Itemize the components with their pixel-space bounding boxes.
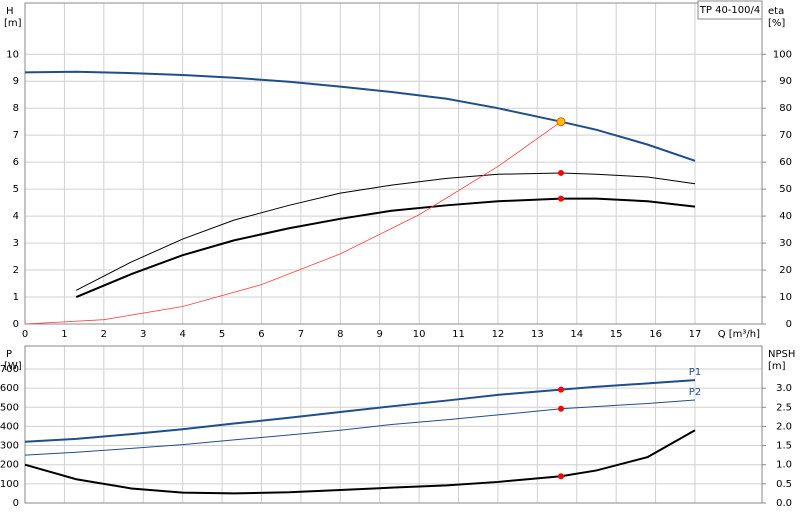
- y2-tick-label: 0.5: [776, 479, 792, 490]
- y-tick-label: 500: [0, 402, 19, 413]
- y2-tick-label: 70: [779, 130, 792, 141]
- y2-tick-label: 0: [786, 319, 792, 330]
- chart-title: TP 40-100/4: [699, 5, 760, 16]
- series-line: [24, 70, 696, 162]
- series-line: [75, 197, 696, 298]
- y-tick-label: 400: [0, 421, 19, 432]
- y2-tick-label: 50: [779, 184, 792, 195]
- y-tick-label: 9: [13, 76, 19, 87]
- y-tick-label: 700: [0, 364, 19, 375]
- y-tick-label: 2: [13, 265, 19, 276]
- x-tick-label: 13: [531, 329, 544, 340]
- y-tick-label: 4: [13, 211, 19, 222]
- y2-tick-label: 30: [779, 238, 792, 249]
- x-tick-label: 12: [492, 329, 505, 340]
- x-tick-label: 7: [298, 329, 304, 340]
- y-tick-label: 5: [13, 184, 19, 195]
- y2-tick-label: 2.5: [776, 402, 792, 413]
- series-label: P1: [689, 367, 701, 378]
- point-marker: [558, 386, 564, 393]
- y2-tick-label: 0.0: [776, 498, 792, 509]
- y-tick-label: 200: [0, 460, 19, 471]
- x-tick-label: 17: [689, 329, 702, 340]
- x-tick-label: 5: [219, 329, 225, 340]
- point-marker: [558, 169, 564, 176]
- title-box: [697, 0, 763, 20]
- y2-tick-label: 60: [779, 157, 792, 168]
- plot-frame: [24, 2, 763, 325]
- x-tick-label: 1: [61, 329, 67, 340]
- plot-frame: [24, 345, 763, 504]
- x-tick-label: 11: [452, 329, 465, 340]
- series-line: [24, 121, 562, 325]
- y2-axis-unit: [%]: [768, 18, 785, 29]
- x-axis-label: Q [m³/h]: [718, 329, 760, 340]
- x-tick-label: 0: [22, 329, 28, 340]
- y2-tick-label: 10: [779, 292, 792, 303]
- x-tick-label: 16: [649, 329, 662, 340]
- point-marker: [556, 117, 566, 127]
- y2-tick-label: 2.0: [776, 421, 792, 432]
- y-tick-label: 6: [13, 157, 19, 168]
- y-axis-label: H: [6, 6, 14, 17]
- y-axis-label: P: [6, 349, 12, 360]
- x-tick-label: 9: [377, 329, 383, 340]
- x-tick-label: 15: [610, 329, 623, 340]
- y2-tick-label: 100: [773, 49, 792, 60]
- series-line: [24, 429, 696, 495]
- y-tick-label: 10: [6, 49, 19, 60]
- y2-tick-label: 1.0: [776, 460, 792, 471]
- y2-tick-label: 3.0: [776, 383, 792, 394]
- y-tick-label: 8: [13, 103, 19, 114]
- y2-tick-label: 20: [779, 265, 792, 276]
- y-tick-label: 3: [13, 238, 19, 249]
- y-tick-label: 300: [0, 441, 19, 452]
- x-tick-label: 4: [179, 329, 185, 340]
- y2-tick-label: 90: [779, 76, 792, 87]
- y2-tick-label: 1.5: [776, 441, 792, 452]
- x-tick-label: 3: [140, 329, 146, 340]
- series-line: [24, 399, 696, 456]
- y-tick-label: 1: [13, 292, 19, 303]
- x-tick-label: 10: [413, 329, 426, 340]
- y-tick-label: 600: [0, 383, 19, 394]
- x-tick-label: 14: [570, 329, 583, 340]
- x-tick-label: 2: [101, 329, 107, 340]
- point-marker: [558, 405, 564, 412]
- y2-axis-label: eta: [768, 6, 784, 17]
- y-tick-label: 7: [13, 130, 19, 141]
- y2-axis-unit: [m]: [768, 361, 786, 372]
- series-line: [76, 172, 696, 291]
- x-tick-label: 6: [258, 329, 264, 340]
- series-label: P2: [689, 387, 701, 398]
- point-marker: [558, 195, 564, 202]
- y-tick-label: 0: [13, 319, 19, 330]
- series-line: [24, 379, 696, 443]
- y-axis-unit: [W]: [4, 361, 22, 372]
- x-tick-label: 8: [337, 329, 343, 340]
- point-marker: [558, 473, 564, 480]
- y-tick-label: 0: [13, 498, 19, 509]
- y2-tick-label: 80: [779, 103, 792, 114]
- y-tick-label: 100: [0, 479, 19, 490]
- y-axis-unit: [m]: [4, 18, 22, 29]
- y2-tick-label: 40: [779, 211, 792, 222]
- y2-axis-label: NPSH: [768, 349, 795, 360]
